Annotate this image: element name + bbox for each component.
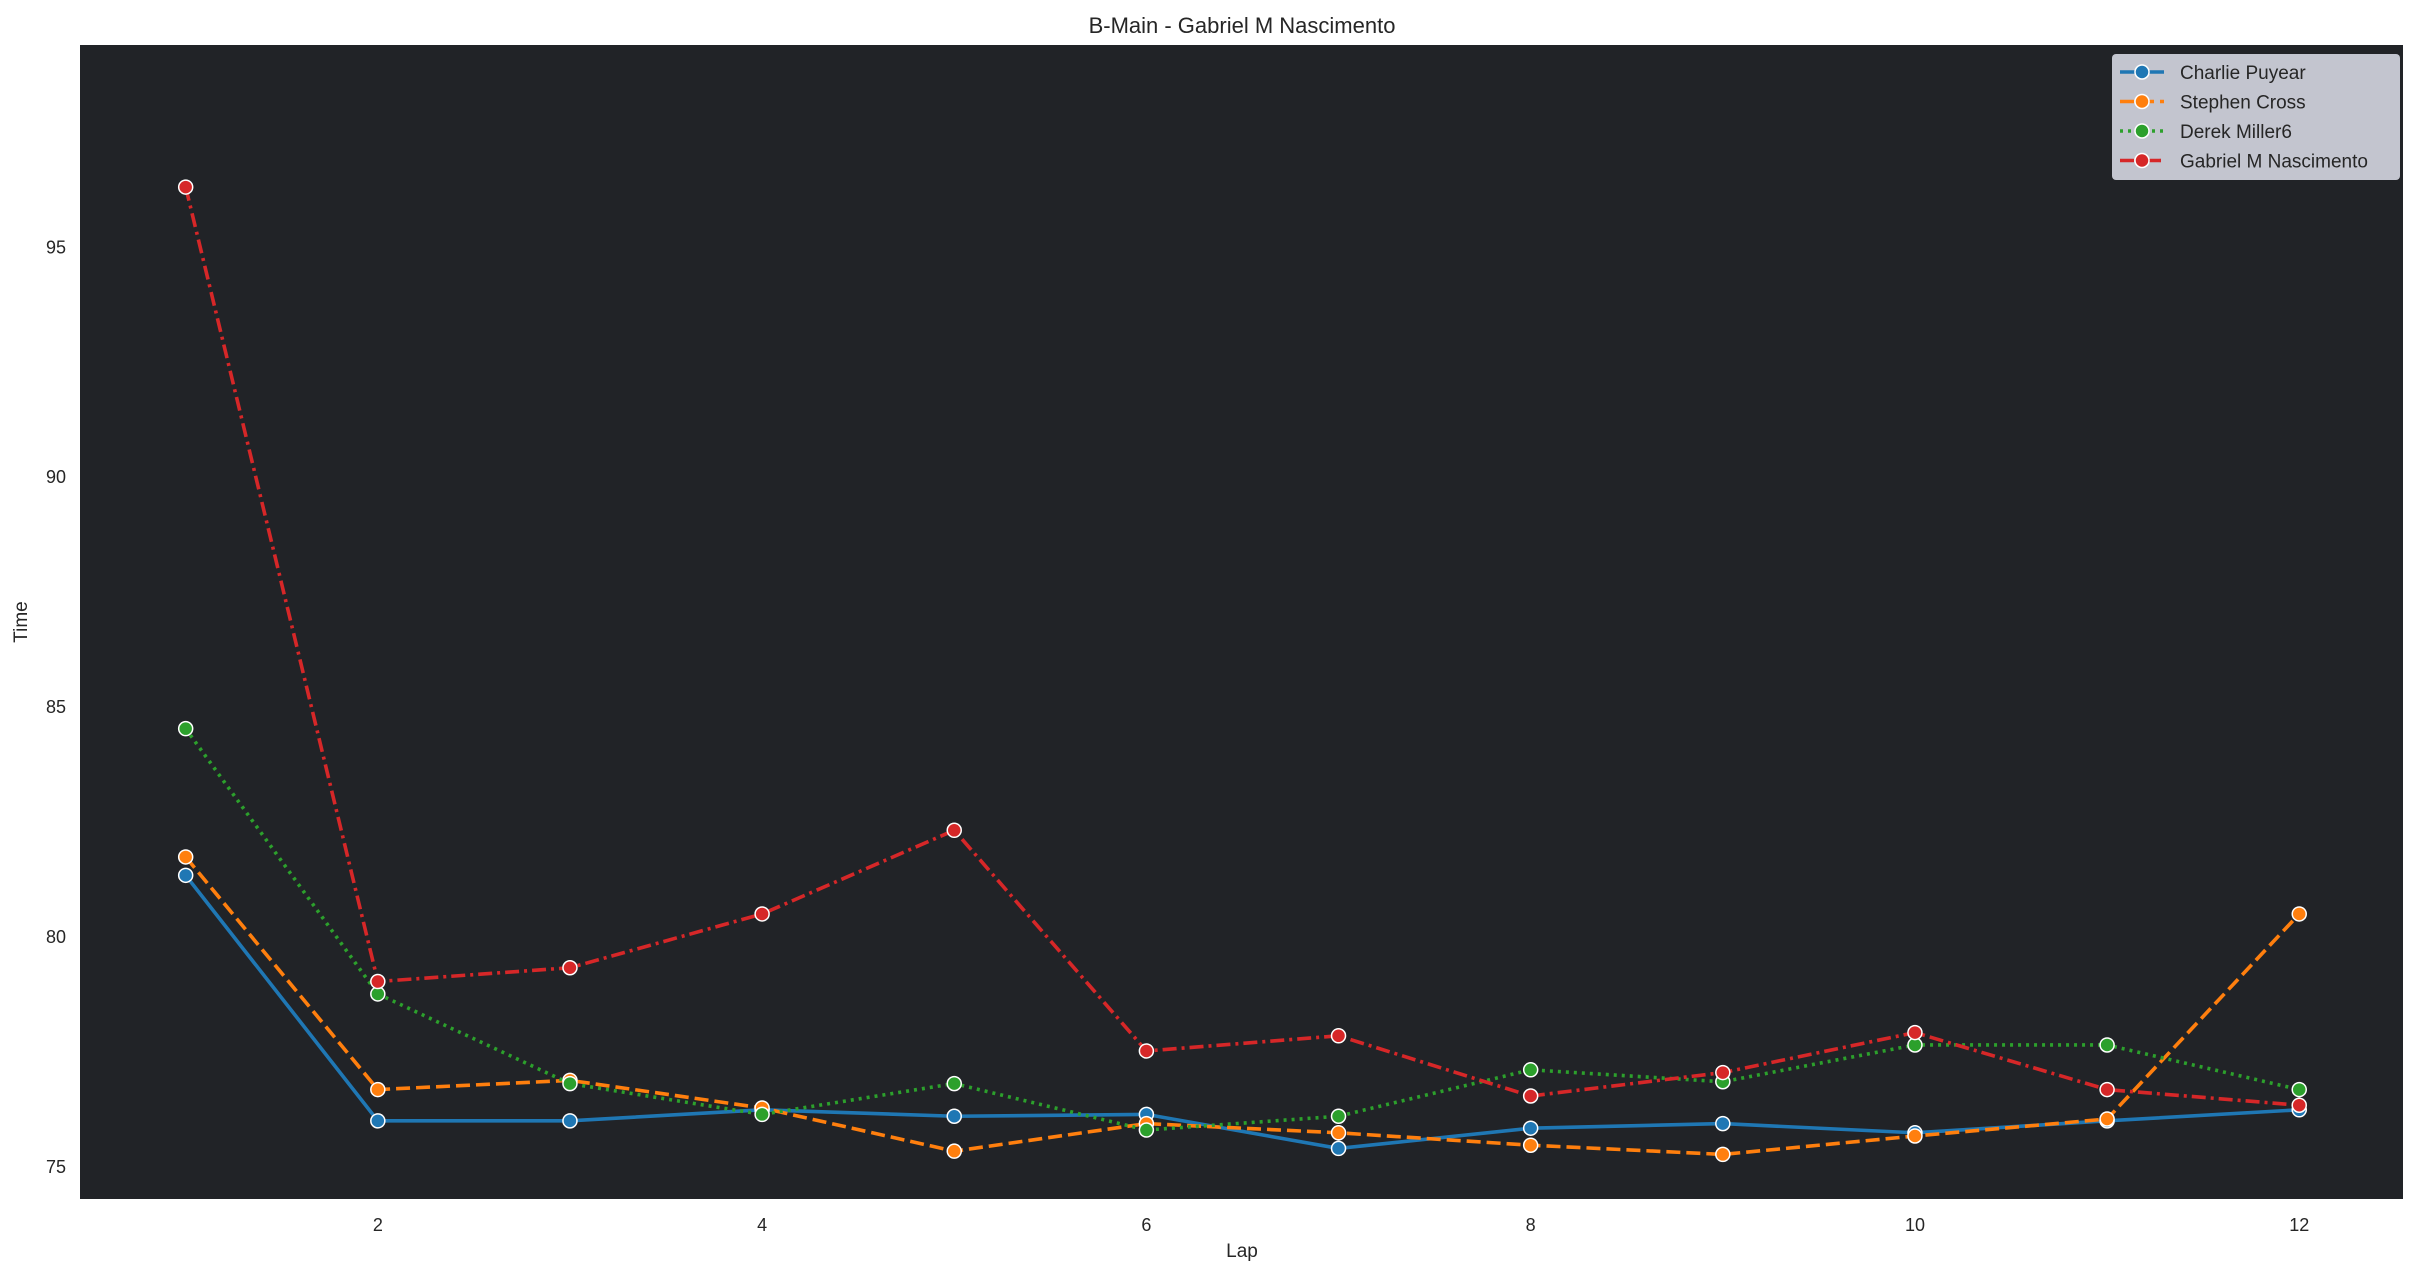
legend-marker bbox=[2134, 93, 2150, 110]
data-point bbox=[2291, 1081, 2307, 1098]
series-group bbox=[177, 179, 2307, 1163]
data-point bbox=[1330, 1125, 1347, 1141]
legend-item: Stephen Cross bbox=[2120, 93, 2306, 114]
data-point bbox=[754, 1106, 770, 1123]
data-point bbox=[946, 1108, 962, 1124]
legend-box bbox=[2112, 54, 2400, 180]
data-point bbox=[177, 179, 194, 195]
series-line bbox=[184, 874, 2300, 1151]
legend-label: Derek Miller6 bbox=[2180, 122, 2292, 143]
x-tick-label: 12 bbox=[2289, 1215, 2309, 1235]
data-point bbox=[946, 1075, 962, 1092]
x-tick-label: 6 bbox=[1141, 1215, 1151, 1235]
data-point bbox=[1522, 1137, 1539, 1153]
data-point bbox=[562, 959, 578, 976]
data-point bbox=[370, 1113, 386, 1129]
data-point bbox=[1907, 1128, 1923, 1144]
legend-label: Gabriel M Nascimento bbox=[2180, 152, 2368, 173]
y-tick-label: 80 bbox=[46, 927, 66, 947]
legend-item: Gabriel M Nascimento bbox=[2120, 152, 2368, 173]
data-point bbox=[946, 822, 962, 839]
data-point bbox=[2099, 1081, 2115, 1098]
data-point bbox=[370, 973, 386, 990]
data-point bbox=[370, 1081, 386, 1098]
x-axis-ticks: 2 4 6 8 10 12 bbox=[373, 1215, 2309, 1235]
x-tick-label: 2 bbox=[373, 1215, 383, 1235]
data-point bbox=[177, 720, 194, 737]
y-axis-label: Time bbox=[11, 601, 32, 643]
x-tick-label: 10 bbox=[1905, 1215, 1925, 1235]
series-derek-miller6 bbox=[177, 720, 2307, 1138]
data-point bbox=[1715, 1064, 1731, 1081]
data-point bbox=[1522, 1088, 1539, 1104]
data-point bbox=[2291, 906, 2307, 922]
series-line bbox=[184, 855, 2301, 1157]
data-point bbox=[1907, 1024, 1923, 1041]
data-point bbox=[1138, 1122, 1155, 1138]
x-tick-label: 8 bbox=[1526, 1215, 1536, 1235]
series-gabriel-m-nascimento bbox=[177, 179, 2307, 1113]
data-point bbox=[1715, 1146, 1731, 1163]
data-point bbox=[1330, 1028, 1347, 1044]
y-axis-ticks: 75 80 85 90 95 bbox=[46, 237, 66, 1177]
data-point bbox=[177, 867, 194, 884]
legend-marker bbox=[2134, 123, 2150, 139]
data-point bbox=[2099, 1111, 2115, 1127]
data-point bbox=[1715, 1115, 1731, 1132]
legend-marker bbox=[2134, 64, 2150, 80]
x-axis-label: Lap bbox=[1226, 1241, 1258, 1262]
data-point bbox=[946, 1143, 962, 1159]
legend-label: Stephen Cross bbox=[2180, 93, 2306, 114]
y-tick-label: 95 bbox=[46, 237, 66, 257]
series-line bbox=[183, 186, 2300, 1108]
data-point bbox=[1330, 1140, 1347, 1157]
data-point bbox=[1522, 1120, 1539, 1136]
plot-area bbox=[80, 45, 2403, 1199]
data-point bbox=[754, 906, 770, 922]
legend-item: Charlie Puyear bbox=[2120, 63, 2306, 84]
legend: Charlie Puyear Stephen Cross Derek Miller6… bbox=[2112, 54, 2400, 180]
data-point bbox=[2099, 1037, 2115, 1053]
data-point bbox=[1522, 1062, 1539, 1078]
data-point bbox=[2291, 1097, 2307, 1113]
data-point bbox=[1330, 1108, 1347, 1124]
chart-title: B-Main - Gabriel M Nascimento bbox=[1089, 13, 1396, 38]
y-tick-label: 90 bbox=[46, 467, 66, 487]
data-point bbox=[1138, 1043, 1155, 1059]
y-tick-label: 85 bbox=[46, 697, 66, 717]
x-tick-label: 4 bbox=[757, 1215, 767, 1235]
data-point bbox=[562, 1075, 578, 1092]
legend-item: Derek Miller6 bbox=[2120, 122, 2292, 143]
data-point bbox=[562, 1113, 578, 1129]
data-point bbox=[177, 849, 194, 865]
series-line bbox=[184, 727, 2300, 1132]
y-tick-label: 75 bbox=[46, 1157, 66, 1177]
legend-label: Charlie Puyear bbox=[2180, 63, 2306, 84]
legend-marker bbox=[2134, 152, 2150, 169]
